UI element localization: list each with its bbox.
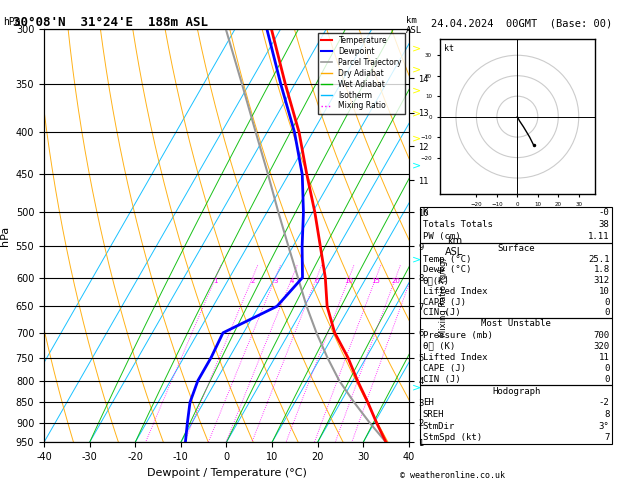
Text: 24.04.2024  00GMT  (Base: 00): 24.04.2024 00GMT (Base: 00) <box>431 18 612 29</box>
Text: Hodograph: Hodograph <box>492 387 540 396</box>
Text: Lifted Index: Lifted Index <box>423 287 487 296</box>
Text: Pressure (mb): Pressure (mb) <box>423 330 493 340</box>
Text: 30°08'N  31°24'E  188m ASL: 30°08'N 31°24'E 188m ASL <box>13 16 208 29</box>
Text: 6: 6 <box>314 278 319 283</box>
Text: StmSpd (kt): StmSpd (kt) <box>423 434 482 442</box>
Text: 1.11: 1.11 <box>588 232 610 242</box>
Text: CIN (J): CIN (J) <box>423 309 460 317</box>
Text: θᴄ(K): θᴄ(K) <box>423 276 450 285</box>
Text: Totals Totals: Totals Totals <box>423 220 493 229</box>
Text: 700: 700 <box>593 330 610 340</box>
Text: Temp (°C): Temp (°C) <box>423 255 471 263</box>
Text: 0: 0 <box>604 309 610 317</box>
Y-axis label: km
ASL: km ASL <box>445 236 464 257</box>
Text: SREH: SREH <box>423 410 444 419</box>
Text: 38: 38 <box>599 220 610 229</box>
Text: 11: 11 <box>599 353 610 362</box>
Text: θᴄ (K): θᴄ (K) <box>423 342 455 351</box>
Text: 8: 8 <box>604 410 610 419</box>
Text: EH: EH <box>423 399 433 407</box>
Text: 20: 20 <box>391 278 400 283</box>
Text: 10: 10 <box>599 287 610 296</box>
Text: Most Unstable: Most Unstable <box>481 319 551 329</box>
Text: 10: 10 <box>345 278 353 283</box>
Text: -0: -0 <box>599 208 610 217</box>
Text: © weatheronline.co.uk: © weatheronline.co.uk <box>401 471 505 480</box>
Text: Surface: Surface <box>498 244 535 253</box>
Text: >: > <box>412 109 421 119</box>
Text: 0: 0 <box>604 375 610 384</box>
Text: Lifted Index: Lifted Index <box>423 353 487 362</box>
Text: >: > <box>412 134 421 143</box>
Text: Dewp (°C): Dewp (°C) <box>423 265 471 275</box>
Text: >: > <box>412 86 421 96</box>
Text: 1.8: 1.8 <box>593 265 610 275</box>
Text: CAPE (J): CAPE (J) <box>423 364 465 373</box>
Text: CAPE (J): CAPE (J) <box>423 298 465 307</box>
Text: 3: 3 <box>273 278 277 283</box>
Text: 15: 15 <box>372 278 381 283</box>
Text: >: > <box>412 160 421 170</box>
Text: 0: 0 <box>604 364 610 373</box>
Text: -2: -2 <box>599 399 610 407</box>
Text: 7: 7 <box>604 434 610 442</box>
Text: kt: kt <box>443 44 454 53</box>
X-axis label: Dewpoint / Temperature (°C): Dewpoint / Temperature (°C) <box>147 468 306 478</box>
Text: CIN (J): CIN (J) <box>423 375 460 384</box>
Text: 3°: 3° <box>599 422 610 431</box>
Text: 4: 4 <box>290 278 294 283</box>
Text: 0: 0 <box>604 298 610 307</box>
Text: hPa: hPa <box>3 17 21 27</box>
Text: K: K <box>423 208 428 217</box>
Text: 2: 2 <box>250 278 255 283</box>
Text: 312: 312 <box>593 276 610 285</box>
Text: >: > <box>412 44 421 53</box>
Text: 25.1: 25.1 <box>588 255 610 263</box>
Text: >: > <box>412 382 421 392</box>
Text: StmDir: StmDir <box>423 422 455 431</box>
Text: PW (cm): PW (cm) <box>423 232 460 242</box>
Legend: Temperature, Dewpoint, Parcel Trajectory, Dry Adiabat, Wet Adiabat, Isotherm, Mi: Temperature, Dewpoint, Parcel Trajectory… <box>318 33 405 114</box>
Y-axis label: hPa: hPa <box>0 226 10 246</box>
Text: 320: 320 <box>593 342 610 351</box>
Text: Mixing Ratio (g/kg): Mixing Ratio (g/kg) <box>439 258 448 337</box>
Text: >: > <box>412 254 421 264</box>
Text: >: > <box>412 64 421 74</box>
Text: km
ASL: km ASL <box>406 16 422 35</box>
Text: 1: 1 <box>213 278 218 283</box>
